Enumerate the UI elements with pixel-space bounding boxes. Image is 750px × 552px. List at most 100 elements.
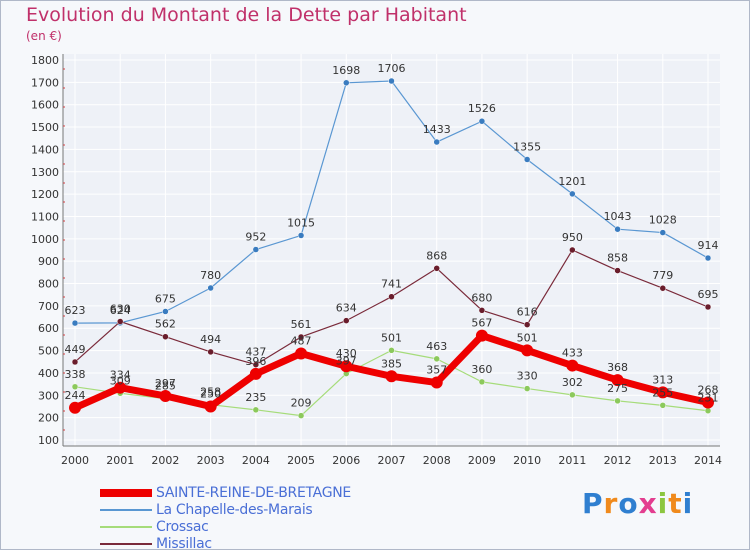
data-point (388, 77, 395, 85)
x-tick-label: 2010 (513, 454, 541, 467)
proxiti-logo: Proxiti (582, 487, 693, 520)
data-label: 1043 (604, 210, 632, 223)
legend-item: SAINTE-REINE-DE-BRETAGNE (100, 484, 351, 501)
data-point (252, 246, 260, 253)
x-tick-label: 2011 (558, 454, 586, 467)
chart-title: Evolution du Montant de la Dette par Hab… (26, 4, 467, 26)
data-label: 330 (517, 370, 538, 383)
data-label: 680 (471, 291, 492, 304)
data-label: 1015 (287, 216, 315, 229)
x-tick-label: 2006 (332, 454, 360, 467)
data-point (704, 407, 712, 414)
data-point (478, 307, 486, 314)
y-tick-label: 200 (38, 412, 59, 425)
data-point (523, 156, 531, 163)
data-label: 250 (200, 387, 221, 400)
data-point (252, 406, 260, 414)
data-point (521, 344, 534, 357)
data-label: 634 (336, 302, 357, 315)
data-label: 268 (698, 383, 719, 396)
data-point (478, 378, 486, 386)
chart-subtitle: (en €) (26, 29, 62, 43)
x-tick-label: 2014 (694, 454, 722, 467)
data-point (343, 79, 350, 87)
data-point (340, 360, 353, 373)
data-point (704, 303, 712, 311)
data-label: 561 (291, 318, 312, 331)
y-tick-label: 900 (38, 255, 59, 268)
x-tick-label: 2007 (378, 454, 406, 467)
data-label: 501 (517, 331, 538, 344)
data-point (297, 412, 305, 419)
y-tick-label: 1700 (31, 76, 59, 89)
data-label: 1706 (378, 62, 406, 75)
data-label: 385 (381, 357, 402, 370)
data-label: 616 (517, 306, 538, 319)
data-point (614, 267, 621, 274)
data-label: 360 (471, 363, 492, 376)
logo-letter: t (668, 487, 683, 520)
data-point (569, 246, 576, 254)
data-label: 1433 (423, 123, 451, 136)
data-label: 334 (110, 369, 131, 382)
data-label: 780 (200, 269, 221, 282)
data-label: 1355 (513, 140, 541, 153)
data-point (523, 321, 531, 328)
y-tick-label: 1300 (31, 166, 59, 179)
data-label: 338 (65, 368, 86, 381)
data-point (702, 396, 714, 409)
data-label: 623 (65, 304, 86, 317)
data-point (159, 389, 172, 402)
y-tick-label: 1800 (31, 54, 59, 67)
logo-letter: i (657, 487, 669, 520)
y-tick-label: 300 (38, 389, 59, 402)
data-point (659, 402, 667, 409)
data-label: 1526 (468, 102, 496, 115)
data-point (430, 376, 443, 389)
data-point (71, 319, 79, 327)
data-label: 437 (245, 346, 266, 359)
x-tick-label: 2002 (151, 454, 179, 467)
data-point (204, 400, 217, 413)
data-point (249, 367, 262, 380)
legend-item: La Chapelle-des-Marais (100, 501, 351, 518)
x-tick-label: 2000 (61, 454, 89, 467)
data-point (343, 317, 350, 324)
chart-legend: SAINTE-REINE-DE-BRETAGNE La Chapelle-des-… (100, 484, 351, 552)
legend-item: Crossac (100, 518, 351, 535)
data-label: 396 (245, 355, 266, 368)
data-label: 1201 (558, 175, 586, 188)
data-point (433, 355, 440, 363)
data-point (385, 370, 398, 383)
data-point (388, 347, 395, 354)
data-label: 675 (155, 292, 176, 305)
logo-letter: o (618, 487, 639, 520)
x-tick-label: 2012 (604, 454, 632, 467)
y-tick-label: 400 (38, 367, 59, 380)
data-label: 858 (607, 252, 628, 265)
data-point (478, 117, 486, 125)
logo-letter: P (582, 487, 604, 520)
data-label: 487 (291, 334, 312, 347)
legend-label: SAINTE-REINE-DE-BRETAGNE (156, 484, 351, 501)
data-label: 297 (155, 377, 176, 390)
legend-swatch (100, 508, 152, 511)
data-point (656, 386, 669, 399)
x-tick-label: 2009 (468, 454, 496, 467)
data-point (252, 361, 260, 368)
data-point (297, 333, 305, 341)
data-point (162, 308, 169, 315)
data-label: 741 (381, 278, 402, 291)
data-point (659, 229, 667, 236)
legend-swatch (100, 488, 152, 497)
data-point (433, 265, 440, 272)
y-tick-label: 800 (38, 278, 59, 291)
data-point (207, 348, 214, 356)
y-tick-label: 1400 (31, 143, 59, 156)
legend-label: Missillac (156, 535, 212, 552)
data-label: 562 (155, 318, 176, 331)
data-label: 950 (562, 231, 583, 244)
logo-letter: i (682, 487, 694, 520)
x-tick-label: 2013 (649, 454, 677, 467)
x-tick-label: 2003 (197, 454, 225, 467)
